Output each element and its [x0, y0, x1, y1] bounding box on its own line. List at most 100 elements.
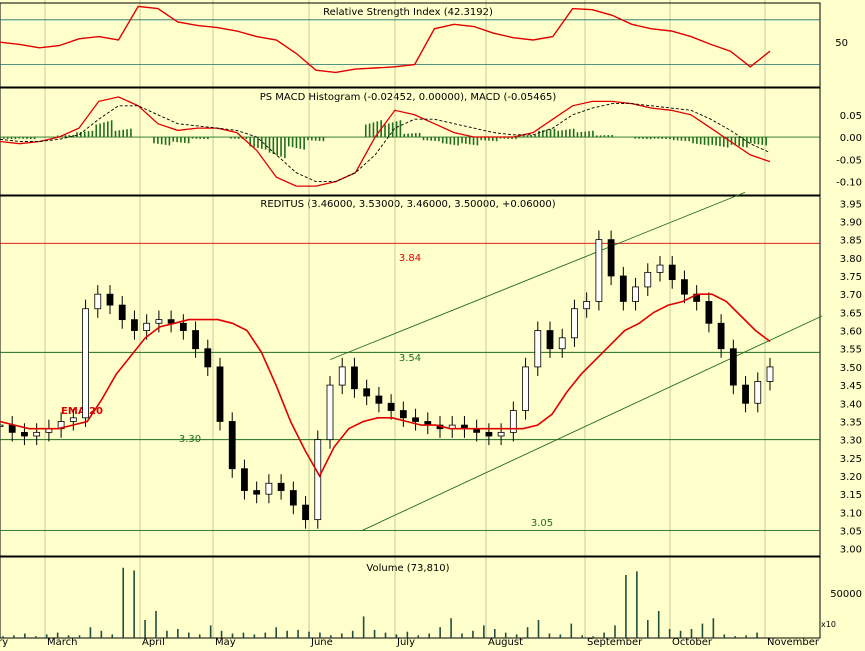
price-candle-body: [8, 424, 16, 433]
price-candle-body: [619, 275, 627, 302]
macd-tick-label: 0.00: [840, 133, 862, 144]
price-tick-label: 3.85: [840, 236, 862, 247]
month-label: ary: [0, 637, 8, 647]
price-tick-label: 3.40: [840, 399, 862, 410]
price-candle-body: [228, 421, 236, 470]
price-tick-label: 3.15: [840, 490, 862, 501]
price-tick-label: 3.05: [840, 527, 862, 538]
price-tick-label: 3.95: [840, 199, 862, 210]
price-candle-body: [534, 330, 542, 368]
price-candle-body: [656, 264, 664, 273]
price-candle-body: [314, 439, 322, 521]
price-tick-label: 3.65: [840, 308, 862, 319]
price-candle-body: [289, 490, 297, 506]
price-candle-body: [69, 417, 77, 422]
price-candle-body: [277, 482, 285, 491]
price-tick-label: 3.00: [840, 545, 862, 556]
price-tick-label: 3.20: [840, 472, 862, 483]
price-candle-body: [143, 322, 151, 331]
price-candle-body: [729, 348, 737, 386]
price-candle-body: [167, 319, 175, 324]
macd-panel: PS MACD Histogram (-0.02452, 0.00000), M…: [260, 92, 557, 103]
price-tick-label: 3.60: [840, 327, 862, 338]
macd-signal-line: [0, 103, 771, 183]
price-panel: REDITUS (3.46000, 3.53000, 3.46000, 3.50…: [61, 199, 556, 529]
price-candle-body: [705, 301, 713, 324]
month-label: October: [672, 637, 713, 647]
rsi-tick-label: 50: [835, 38, 848, 49]
price-candle-body: [546, 330, 554, 350]
macd-tick-label: -0.05: [836, 155, 862, 166]
macd-title: PS MACD Histogram (-0.02452, 0.00000), M…: [260, 92, 557, 103]
price-candle-body: [583, 301, 591, 310]
price-candle-body: [742, 384, 749, 404]
price-candle-body: [399, 410, 407, 419]
price-candle-body: [326, 384, 334, 441]
price-candle-body: [21, 431, 28, 437]
level-label-384: 3.84: [399, 253, 421, 264]
price-candle-body: [106, 293, 114, 306]
price-candle-body: [94, 293, 102, 310]
macd-panel-frame: [0, 87, 821, 196]
level-label-305: 3.05: [531, 518, 553, 529]
month-label: July: [396, 637, 415, 647]
price-candle-body: [216, 366, 224, 422]
price-tick-label: 3.55: [840, 345, 862, 356]
channel-lower-line: [361, 315, 823, 531]
price-tick-label: 3.80: [840, 254, 862, 265]
price-panel-frame: [0, 195, 821, 557]
price-tick-label: 3.90: [840, 217, 862, 228]
price-tick-label: 3.50: [840, 363, 862, 374]
price-candle-body: [241, 468, 248, 491]
price-candle-body: [509, 410, 517, 433]
price-candle-body: [668, 264, 676, 281]
price-candle-body: [179, 322, 187, 331]
price-title: REDITUS (3.46000, 3.53000, 3.46000, 3.50…: [260, 199, 555, 210]
rsi-panel-frame: [0, 2, 821, 88]
price-tick-label: 3.25: [840, 454, 862, 465]
price-candle-body: [766, 366, 774, 382]
price-candle-body: [497, 431, 505, 437]
price-candle-body: [265, 482, 273, 495]
price-candle-body: [681, 279, 688, 295]
level-label-354: 3.54: [399, 353, 421, 364]
price-candle-body: [644, 271, 652, 288]
price-candle-body: [522, 366, 529, 411]
month-label: May: [215, 637, 236, 647]
rsi-line: [0, 5, 771, 74]
price-candle-body: [155, 319, 163, 324]
price-candle-body: [0, 424, 4, 427]
ema-line: [0, 293, 771, 478]
price-candle-body: [412, 417, 419, 422]
price-candle-body: [302, 504, 309, 521]
volume-tick-label: 50000: [830, 589, 862, 600]
price-candle-body: [338, 366, 346, 386]
month-label: November: [767, 637, 820, 647]
price-candle-body: [33, 431, 41, 437]
rsi-title: Relative Strength Index (42.3192): [323, 7, 493, 18]
price-candle-body: [607, 239, 615, 277]
rsi-panel: Relative Strength Index (42.3192): [323, 7, 493, 18]
price-candle-body: [192, 330, 199, 350]
price-candle-body: [253, 490, 261, 495]
ema-label: EMA 20: [61, 406, 103, 417]
volume-title: Volume (73,810): [366, 563, 449, 574]
price-candle-body: [131, 319, 138, 331]
volume-panel-frame: [0, 556, 821, 639]
price-tick-label: 3.30: [840, 436, 862, 447]
month-label: September: [587, 637, 643, 647]
price-candle-body: [118, 304, 126, 321]
price-candle-body: [387, 402, 395, 411]
price-candle-body: [204, 348, 212, 368]
volume-panel: Volume (73,810) x10: [366, 563, 836, 629]
price-candle-body: [717, 322, 725, 350]
price-candle-body: [485, 431, 493, 437]
month-label: June: [310, 637, 333, 647]
channel-upper-line: [329, 191, 746, 361]
price-candle-body: [632, 286, 639, 302]
price-candle-body: [754, 381, 762, 404]
price-candle-body: [571, 308, 578, 339]
month-label: March: [47, 637, 77, 647]
price-tick-label: 3.45: [840, 381, 862, 392]
price-tick-label: 3.10: [840, 508, 862, 519]
